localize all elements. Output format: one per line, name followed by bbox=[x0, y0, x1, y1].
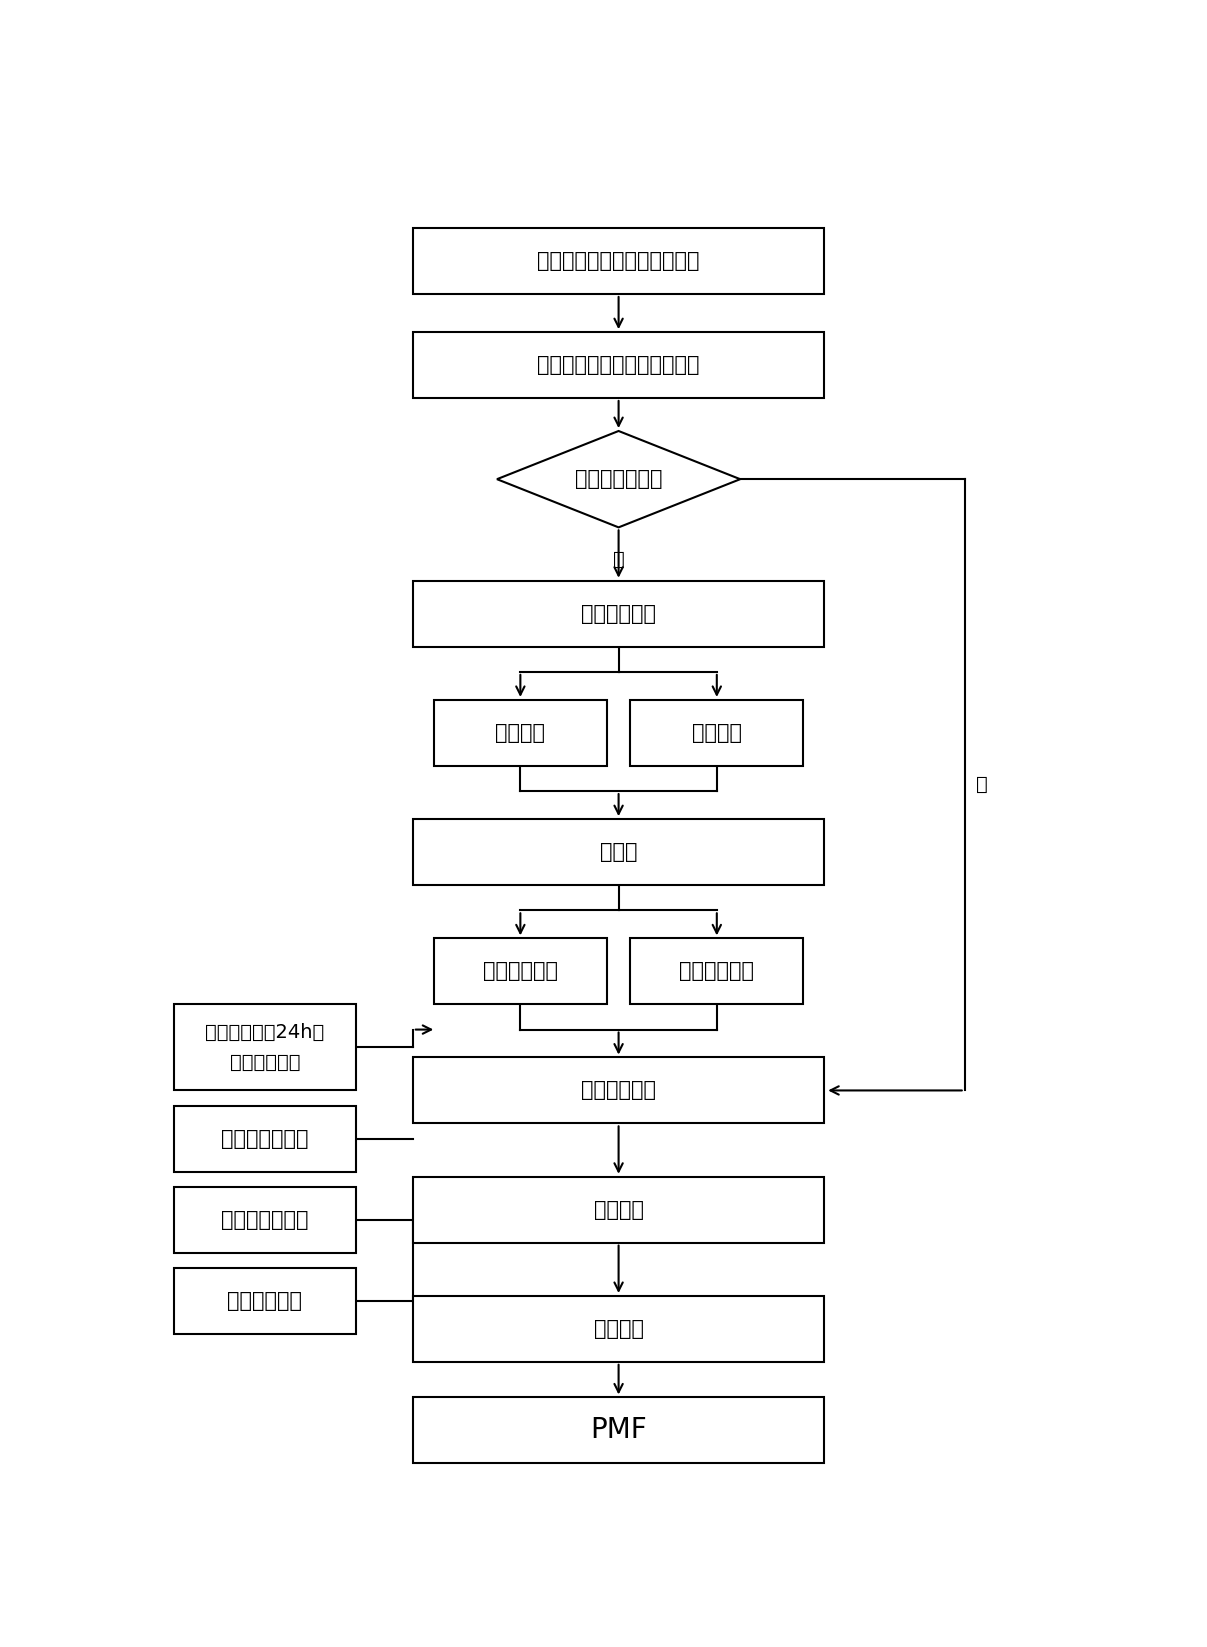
Bar bbox=[630, 939, 804, 1005]
Text: 当地模式: 当地模式 bbox=[495, 723, 546, 743]
Text: PMF: PMF bbox=[590, 1416, 647, 1444]
Bar bbox=[433, 700, 607, 766]
Bar bbox=[174, 1005, 356, 1090]
Bar bbox=[413, 333, 824, 399]
Bar bbox=[413, 819, 824, 884]
Bar bbox=[413, 581, 824, 647]
Bar bbox=[174, 1268, 356, 1334]
Text: 汇流计算: 汇流计算 bbox=[594, 1319, 643, 1339]
Bar bbox=[413, 1397, 824, 1463]
Text: 拟定暴雨模式: 拟定暴雨模式 bbox=[581, 603, 657, 624]
Bar bbox=[413, 1296, 824, 1362]
Bar bbox=[630, 700, 804, 766]
Bar bbox=[174, 1187, 356, 1253]
Text: 暴雨洪水特性及气象成因分析: 暴雨洪水特性及气象成因分析 bbox=[537, 250, 700, 272]
Text: 产流计算: 产流计算 bbox=[594, 1199, 643, 1220]
Bar bbox=[413, 1176, 824, 1242]
Text: 是否有相似成果: 是否有相似成果 bbox=[575, 469, 663, 489]
Polygon shape bbox=[497, 432, 740, 527]
Text: 中国可能最大24h点: 中国可能最大24h点 bbox=[205, 1023, 325, 1041]
Text: 库坝群影响分析: 库坝群影响分析 bbox=[221, 1211, 309, 1230]
Bar bbox=[413, 227, 824, 295]
Text: 实测最大点雨量: 实测最大点雨量 bbox=[221, 1128, 309, 1148]
Text: 水汽因子放大: 水汽因子放大 bbox=[483, 962, 558, 982]
Bar bbox=[413, 1057, 824, 1123]
Text: 动力因子放大: 动力因子放大 bbox=[680, 962, 754, 982]
Bar bbox=[433, 939, 607, 1005]
Text: 洪水地区组成: 洪水地区组成 bbox=[227, 1291, 303, 1311]
Bar bbox=[174, 1105, 356, 1171]
Text: 可能最大降水: 可能最大降水 bbox=[581, 1080, 657, 1100]
Text: 是: 是 bbox=[976, 776, 987, 794]
Text: 流域水文气象条件相似性分析: 流域水文气象条件相似性分析 bbox=[537, 356, 700, 376]
Text: 极大化: 极大化 bbox=[600, 842, 637, 861]
Text: 雨量等值线图: 雨量等值线图 bbox=[229, 1052, 301, 1072]
Text: 否: 否 bbox=[613, 550, 624, 570]
Text: 移置模式: 移置模式 bbox=[692, 723, 742, 743]
